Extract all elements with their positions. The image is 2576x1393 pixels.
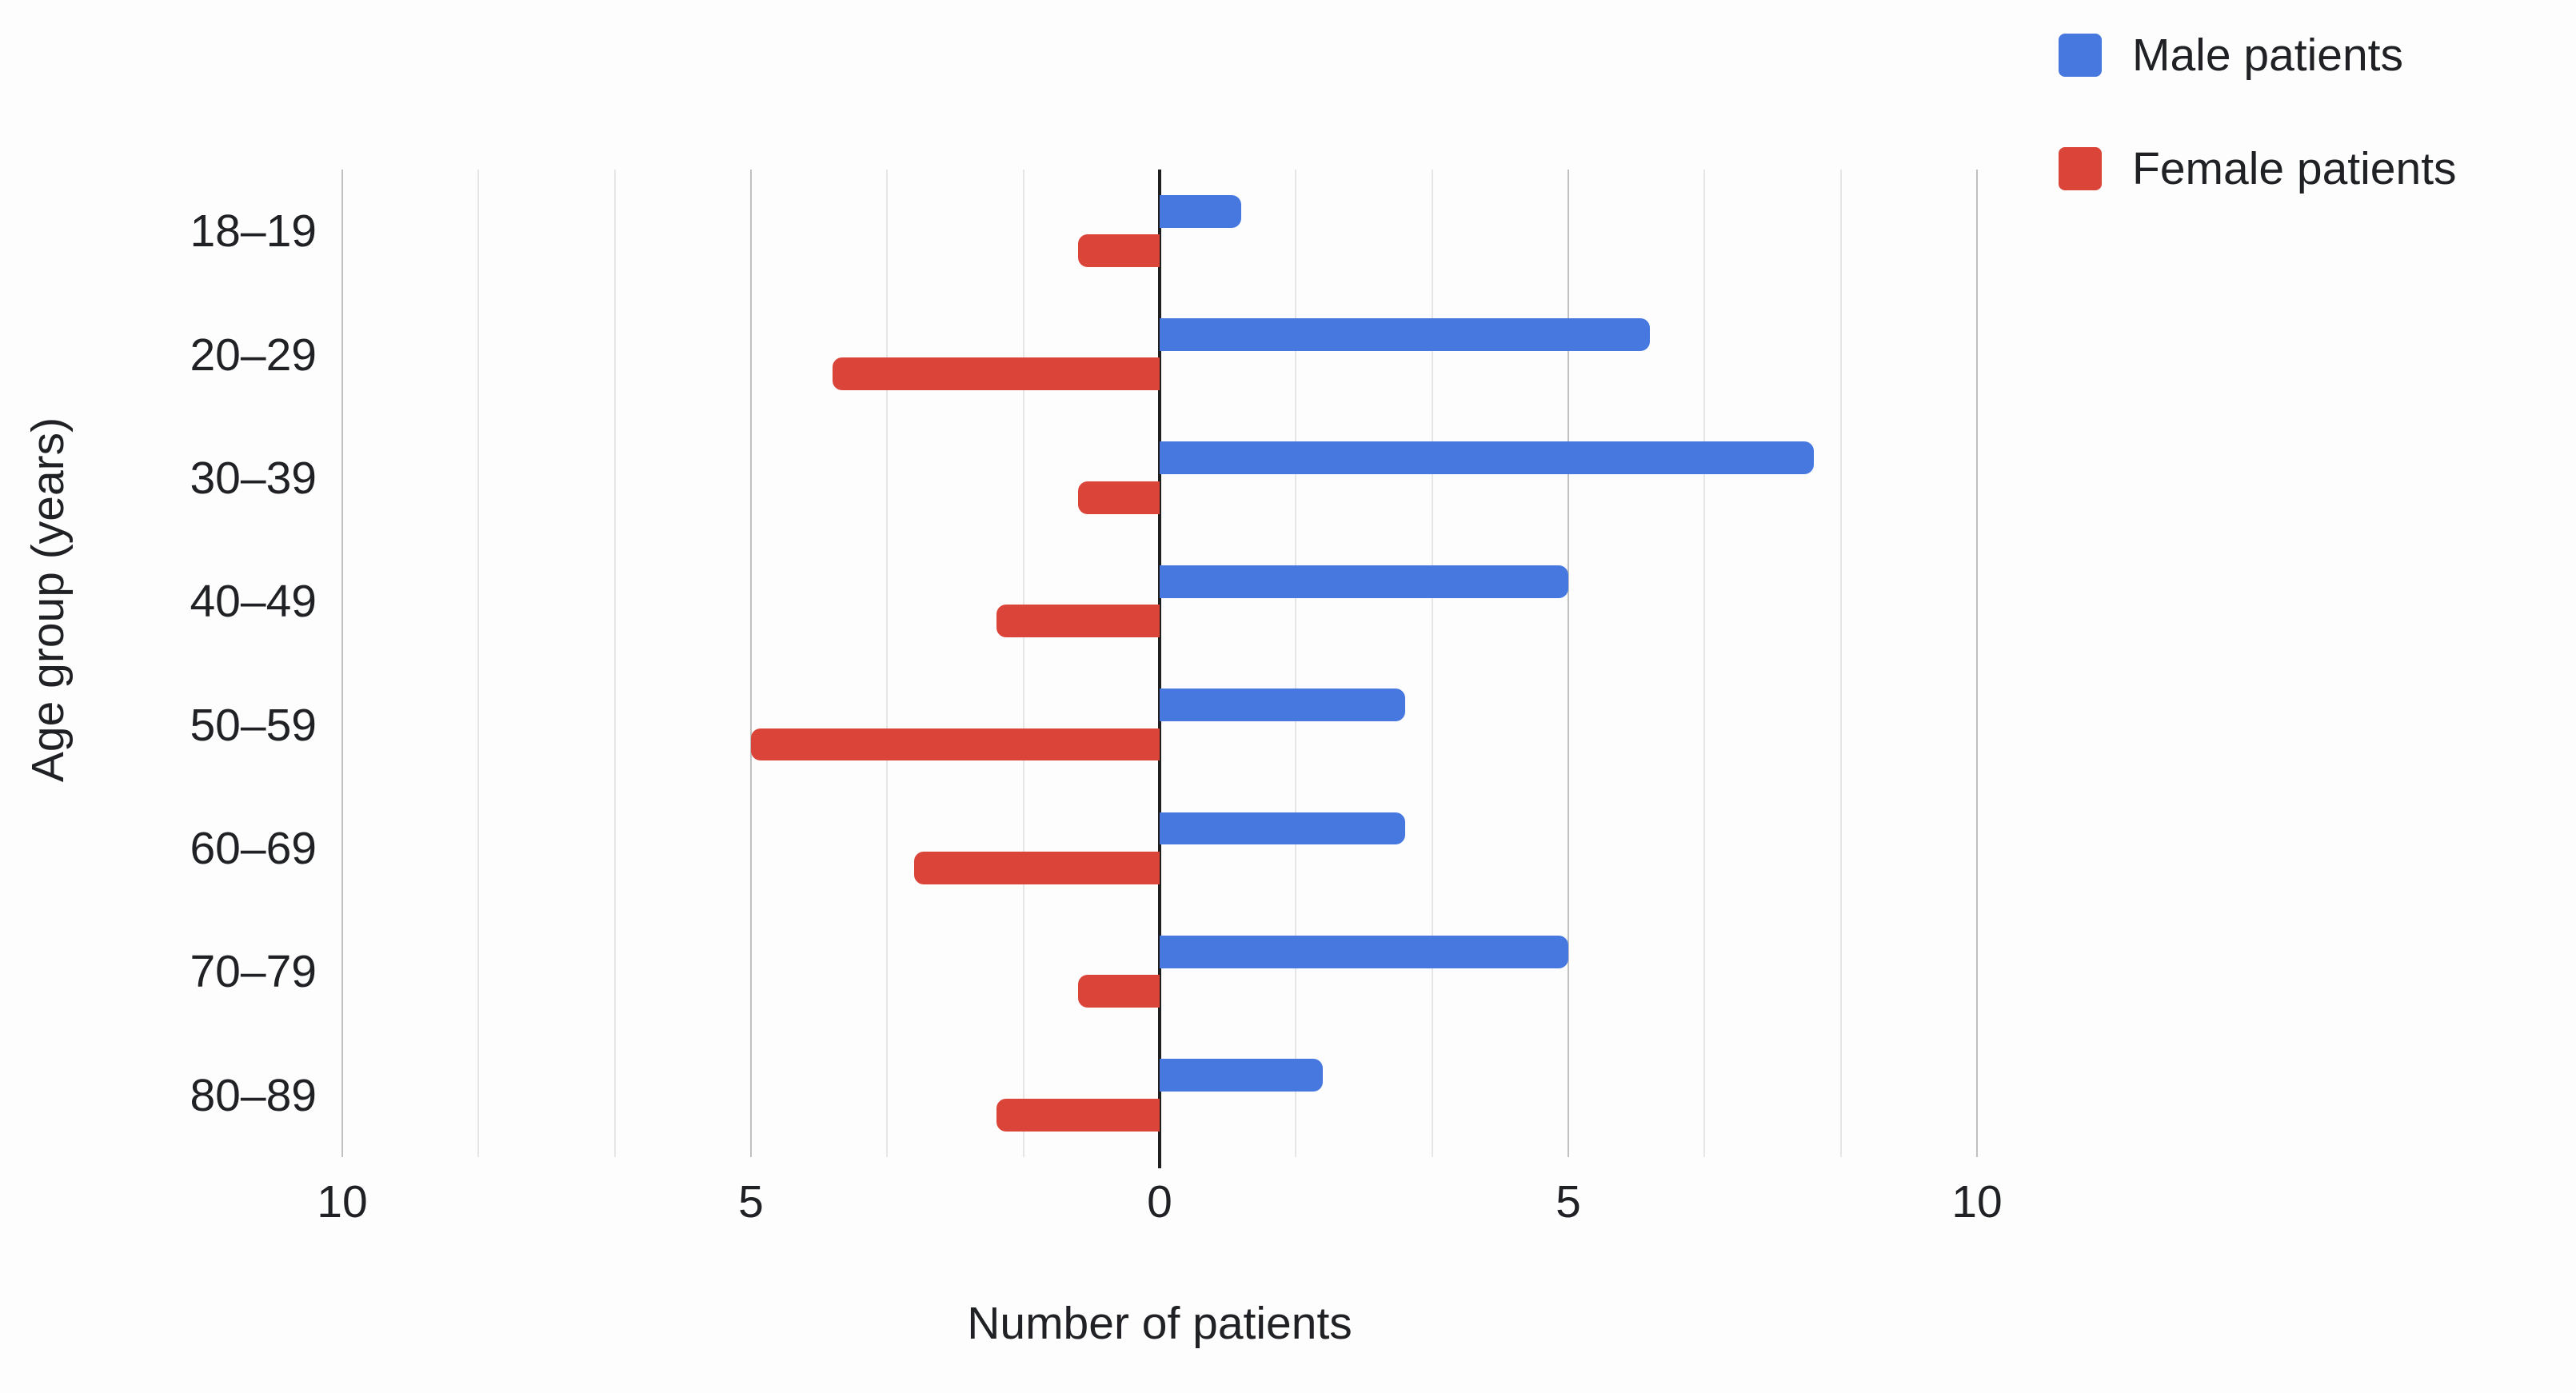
gridline-minor	[613, 170, 616, 1157]
gridline-major	[750, 170, 752, 1157]
bar-male-80–89	[1160, 1059, 1324, 1092]
bar-female-80–89	[996, 1098, 1160, 1132]
bar-male-40–49	[1160, 565, 1568, 598]
bar-female-50–59	[751, 728, 1160, 761]
gridline-minor	[1703, 170, 1706, 1157]
bar-female-20–29	[833, 357, 1160, 391]
gridline-minor	[1295, 170, 1297, 1157]
bar-female-60–69	[914, 851, 1160, 884]
y-tick-label: 18–19	[190, 206, 317, 257]
legend: Male patients Female patients	[2059, 29, 2457, 195]
x-tick-label: 0	[1147, 1176, 1172, 1227]
bar-male-20–29	[1160, 318, 1651, 351]
legend-item-male: Male patients	[2059, 29, 2457, 82]
legend-label: Female patients	[2132, 143, 2457, 194]
bar-male-70–79	[1160, 935, 1568, 968]
gridline-major	[1976, 170, 1978, 1157]
bar-female-70–79	[1077, 975, 1160, 1008]
gridline-minor	[477, 170, 480, 1157]
legend-item-female: Female patients	[2059, 142, 2457, 195]
y-tick-label: 50–59	[190, 699, 317, 751]
x-tick-label: 5	[1556, 1176, 1581, 1227]
gridline-minor	[1839, 170, 1842, 1157]
gridline-minor	[886, 170, 889, 1157]
bar-male-50–59	[1160, 689, 1405, 722]
x-tick-label: 10	[317, 1176, 368, 1227]
y-tick-label: 70–79	[190, 946, 317, 998]
bar-male-60–69	[1160, 812, 1405, 845]
y-tick-label: 60–69	[190, 823, 317, 875]
gridline-major	[341, 170, 343, 1157]
x-tick-label: 10	[1951, 1176, 2003, 1227]
x-axis-title: Number of patients	[967, 1298, 1352, 1349]
bar-male-30–39	[1160, 441, 1814, 475]
legend-swatch-icon	[2059, 147, 2102, 190]
gridline-major	[1568, 170, 1569, 1157]
legend-label: Male patients	[2132, 30, 2404, 81]
y-tick-label: 20–29	[190, 329, 317, 381]
y-tick-label: 30–39	[190, 452, 317, 504]
bar-female-40–49	[996, 605, 1160, 638]
y-tick-label: 80–89	[190, 1069, 317, 1121]
bar-female-18–19	[1077, 234, 1160, 267]
zero-axis-line	[1158, 170, 1161, 1168]
gridline-minor	[1431, 170, 1433, 1157]
bar-female-30–39	[1077, 481, 1160, 514]
gridline-minor	[1022, 170, 1024, 1157]
legend-swatch-icon	[2059, 34, 2102, 77]
x-tick-label: 5	[738, 1176, 764, 1227]
bar-male-18–19	[1160, 194, 1242, 228]
y-tick-label: 40–49	[190, 576, 317, 628]
